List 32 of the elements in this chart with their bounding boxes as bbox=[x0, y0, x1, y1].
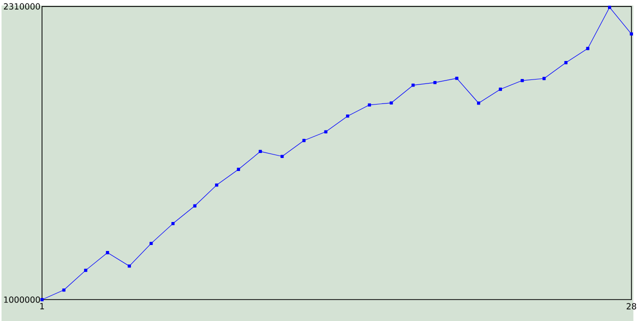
point bbox=[40, 298, 44, 302]
point bbox=[564, 60, 568, 64]
point bbox=[215, 183, 218, 186]
x-tick-label: 1 bbox=[40, 302, 44, 310]
point bbox=[586, 46, 590, 50]
point bbox=[477, 101, 480, 105]
y-tick-label: 2310000 bbox=[4, 3, 40, 10]
point bbox=[84, 268, 88, 272]
point bbox=[412, 83, 415, 87]
point bbox=[150, 242, 153, 245]
point bbox=[193, 204, 196, 208]
point bbox=[608, 6, 612, 9]
point bbox=[258, 150, 262, 153]
y-tick-label: 1000000 bbox=[4, 296, 40, 303]
x-tick-label: 28 bbox=[626, 302, 636, 310]
point bbox=[171, 222, 175, 225]
point bbox=[128, 264, 131, 268]
point bbox=[280, 154, 284, 158]
point bbox=[236, 168, 240, 171]
point bbox=[62, 288, 66, 292]
point bbox=[433, 80, 437, 84]
point bbox=[542, 76, 546, 80]
point bbox=[346, 114, 350, 118]
point bbox=[390, 101, 393, 104]
point bbox=[520, 78, 524, 82]
point bbox=[455, 76, 458, 80]
point bbox=[368, 103, 372, 106]
point bbox=[498, 88, 502, 91]
point bbox=[302, 138, 306, 142]
point bbox=[106, 250, 110, 254]
point bbox=[324, 130, 328, 134]
point bbox=[630, 32, 633, 36]
